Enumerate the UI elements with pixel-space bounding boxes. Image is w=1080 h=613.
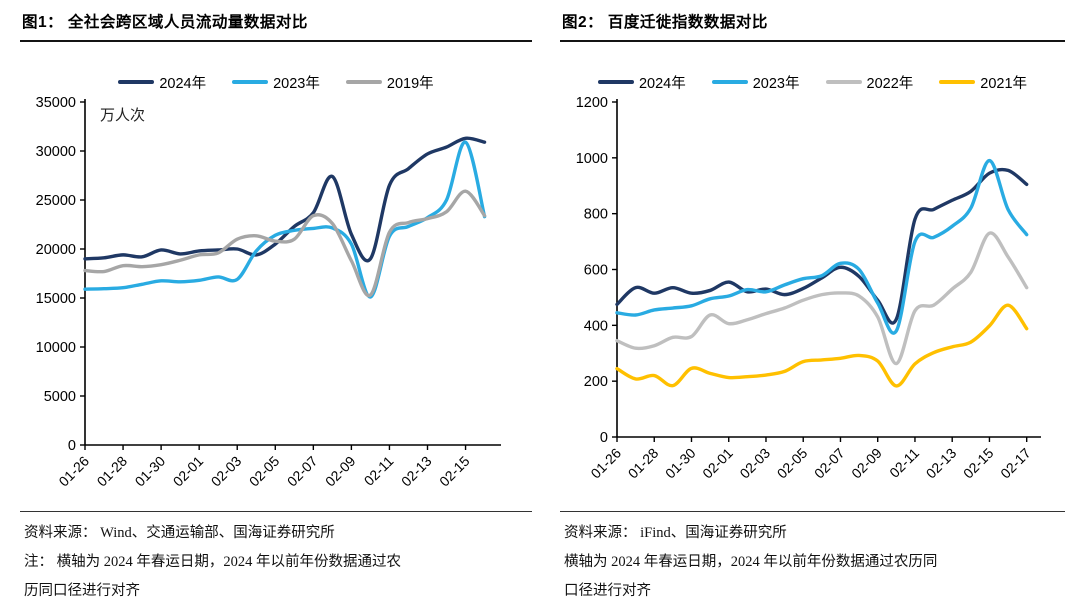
x-axis-tick-label: 02-09 bbox=[322, 453, 359, 490]
x-axis-tick-label: 01-26 bbox=[55, 453, 92, 490]
figure-1-source-note: 资料来源： Wind、交通运输部、国海证券研究所 注： 横轴为 2024 年春运… bbox=[20, 511, 532, 606]
y-axis-tick-label: 800 bbox=[584, 207, 608, 223]
y-axis-tick-label: 30000 bbox=[36, 144, 76, 160]
x-axis-tick-label: 02-15 bbox=[436, 453, 473, 490]
x-axis-tick-label: 02-11 bbox=[886, 445, 922, 481]
legend-item-2021年: 2021年 bbox=[939, 72, 1027, 93]
legend-item-2024年: 2024年 bbox=[118, 72, 206, 93]
x-axis-tick-label: 02-07 bbox=[811, 445, 848, 482]
y-axis-tick-label: 1000 bbox=[576, 151, 608, 167]
series-line-2022年 bbox=[615, 231, 1029, 366]
x-axis-tick-label: 02-01 bbox=[699, 445, 736, 482]
y-axis-tick-label: 20000 bbox=[36, 242, 76, 258]
x-axis-tick-label: 02-13 bbox=[923, 445, 960, 482]
y-axis-tick-label: 35000 bbox=[36, 95, 76, 111]
figure-2-plot-area: 0 200 400 600 800 1000 1200 01-26 01-28 01-30 02-0… bbox=[560, 94, 1065, 509]
figure-2-legend: 2024年 2023年 2022年 2021年 bbox=[560, 72, 1065, 92]
y-axis-tick-label: 200 bbox=[584, 374, 608, 390]
legend-label: 2024年 bbox=[638, 75, 686, 92]
x-axis-tick-label: 02-05 bbox=[774, 445, 811, 482]
series-line-2019年 bbox=[83, 189, 487, 298]
y-axis-tick-label: 600 bbox=[584, 263, 608, 279]
figure-1-title: 图1： 全社会跨区域人员流动量数据对比 bbox=[20, 8, 532, 42]
legend-label: 2021年 bbox=[980, 75, 1028, 92]
source-line: 横轴为 2024 年春运日期，2024 年以前年份数据通过农历同 bbox=[564, 554, 938, 570]
legend-swatch bbox=[232, 80, 269, 84]
x-axis-tick-label: 02-07 bbox=[284, 453, 321, 490]
legend-label: 2023年 bbox=[752, 75, 800, 92]
legend-swatch bbox=[825, 80, 862, 84]
legend-swatch bbox=[597, 80, 634, 84]
y-axis-tick-label: 10000 bbox=[36, 340, 76, 356]
x-axis-tick-label: 02-11 bbox=[361, 453, 397, 489]
x-axis-tick-label: 02-05 bbox=[246, 453, 283, 490]
legend-swatch bbox=[345, 80, 382, 84]
y-axis-tick-label: 1200 bbox=[576, 95, 608, 111]
x-axis-tick-label: 02-01 bbox=[170, 453, 207, 490]
series-line-2021年 bbox=[615, 303, 1029, 388]
x-axis-tick-label: 01-28 bbox=[625, 445, 662, 482]
legend-swatch bbox=[939, 80, 976, 84]
source-line: 资料来源： Wind、交通运输部、国海证券研究所 bbox=[24, 525, 335, 541]
figure-1-plot-area: 0 5000 10000 15000 20000 25000 30000 35000 01-26… bbox=[20, 94, 532, 509]
legend-swatch bbox=[711, 80, 748, 84]
legend-item-2023年: 2023年 bbox=[232, 72, 320, 93]
series-line-2024年 bbox=[83, 136, 487, 263]
figure-2-panel: 图2： 百度迁徙指数数据对比 2024年 2023年 2022年 2021年 0 200… bbox=[560, 8, 1065, 606]
y-axis-tick-label: 0 bbox=[68, 438, 76, 454]
x-axis-tick-label: 02-17 bbox=[997, 445, 1034, 482]
x-axis-tick-label: 02-13 bbox=[398, 453, 435, 490]
figure-1-panel: 图1： 全社会跨区域人员流动量数据对比 2024年 2023年 2019年 0 500… bbox=[20, 8, 532, 606]
legend-label: 2023年 bbox=[273, 75, 320, 92]
figure-1-line-chart: 0 5000 10000 15000 20000 25000 30000 35000 01-26… bbox=[36, 95, 501, 490]
legend-item-2024年: 2024年 bbox=[597, 72, 686, 93]
source-line: 口径进行对齐 bbox=[564, 583, 651, 599]
source-line: 资料来源： iFind、国海证券研究所 bbox=[564, 525, 787, 541]
y-axis-unit-label: 万人次 bbox=[100, 107, 145, 124]
source-line: 注： 横轴为 2024 年春运日期，2024 年以前年份数据通过农 bbox=[24, 554, 401, 570]
y-axis-tick-label: 25000 bbox=[36, 193, 76, 209]
y-axis-tick-label: 0 bbox=[600, 430, 608, 446]
figure-2-title: 图2： 百度迁徙指数数据对比 bbox=[560, 8, 1065, 42]
legend-label: 2022年 bbox=[866, 75, 914, 92]
x-axis-tick-label: 02-03 bbox=[208, 453, 245, 490]
x-axis-tick-label: 01-26 bbox=[587, 445, 624, 482]
y-axis-tick-label: 400 bbox=[584, 318, 608, 334]
y-axis-tick-label: 5000 bbox=[44, 389, 76, 405]
source-line: 历同口径进行对齐 bbox=[24, 583, 140, 599]
x-axis-tick-label: 02-03 bbox=[736, 445, 773, 482]
legend-swatch bbox=[118, 80, 155, 84]
x-axis-tick-label: 01-30 bbox=[662, 445, 699, 482]
x-axis-tick-label: 02-09 bbox=[848, 445, 885, 482]
legend-item-2022年: 2022年 bbox=[825, 72, 914, 93]
y-axis-tick-label: 15000 bbox=[36, 291, 76, 307]
legend-label: 2024年 bbox=[159, 75, 207, 92]
figure-1-legend: 2024年 2023年 2019年 bbox=[20, 72, 532, 92]
x-axis-tick-label: 01-28 bbox=[94, 453, 131, 490]
x-axis-tick-label: 02-15 bbox=[960, 445, 997, 482]
series-line-2024年 bbox=[615, 167, 1029, 325]
legend-item-2023年: 2023年 bbox=[711, 72, 800, 93]
x-axis-tick-label: 01-30 bbox=[132, 453, 169, 490]
figure-2-source-note: 资料来源： iFind、国海证券研究所 横轴为 2024 年春运日期，2024 … bbox=[560, 511, 1065, 606]
legend-label: 2019年 bbox=[386, 75, 434, 92]
legend-item-2019年: 2019年 bbox=[345, 72, 434, 93]
series-line-2023年 bbox=[615, 158, 1029, 335]
